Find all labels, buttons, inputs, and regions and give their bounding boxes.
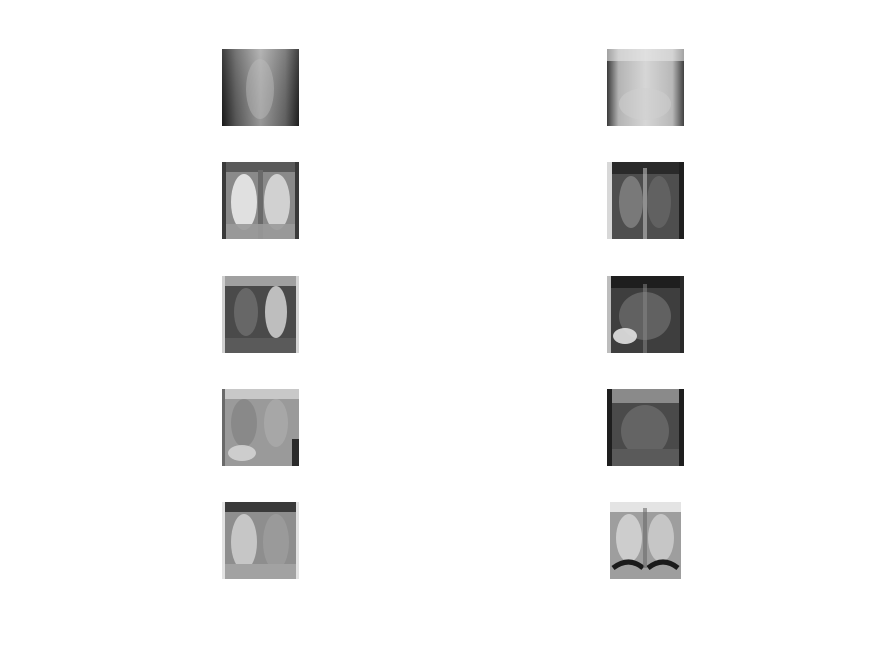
chest-xray-feature-map — [607, 49, 684, 126]
chest-xray-feature-map — [607, 389, 684, 466]
chest-xray-feature-map — [222, 49, 299, 126]
chest-xray-feature-map — [607, 502, 684, 579]
chest-xray-feature-map — [222, 389, 299, 466]
chest-xray-feature-map — [222, 162, 299, 239]
chest-xray-feature-map — [607, 162, 684, 239]
chest-xray-feature-map — [222, 276, 299, 353]
chest-xray-feature-map — [607, 276, 684, 353]
chest-xray-feature-map — [222, 502, 299, 579]
